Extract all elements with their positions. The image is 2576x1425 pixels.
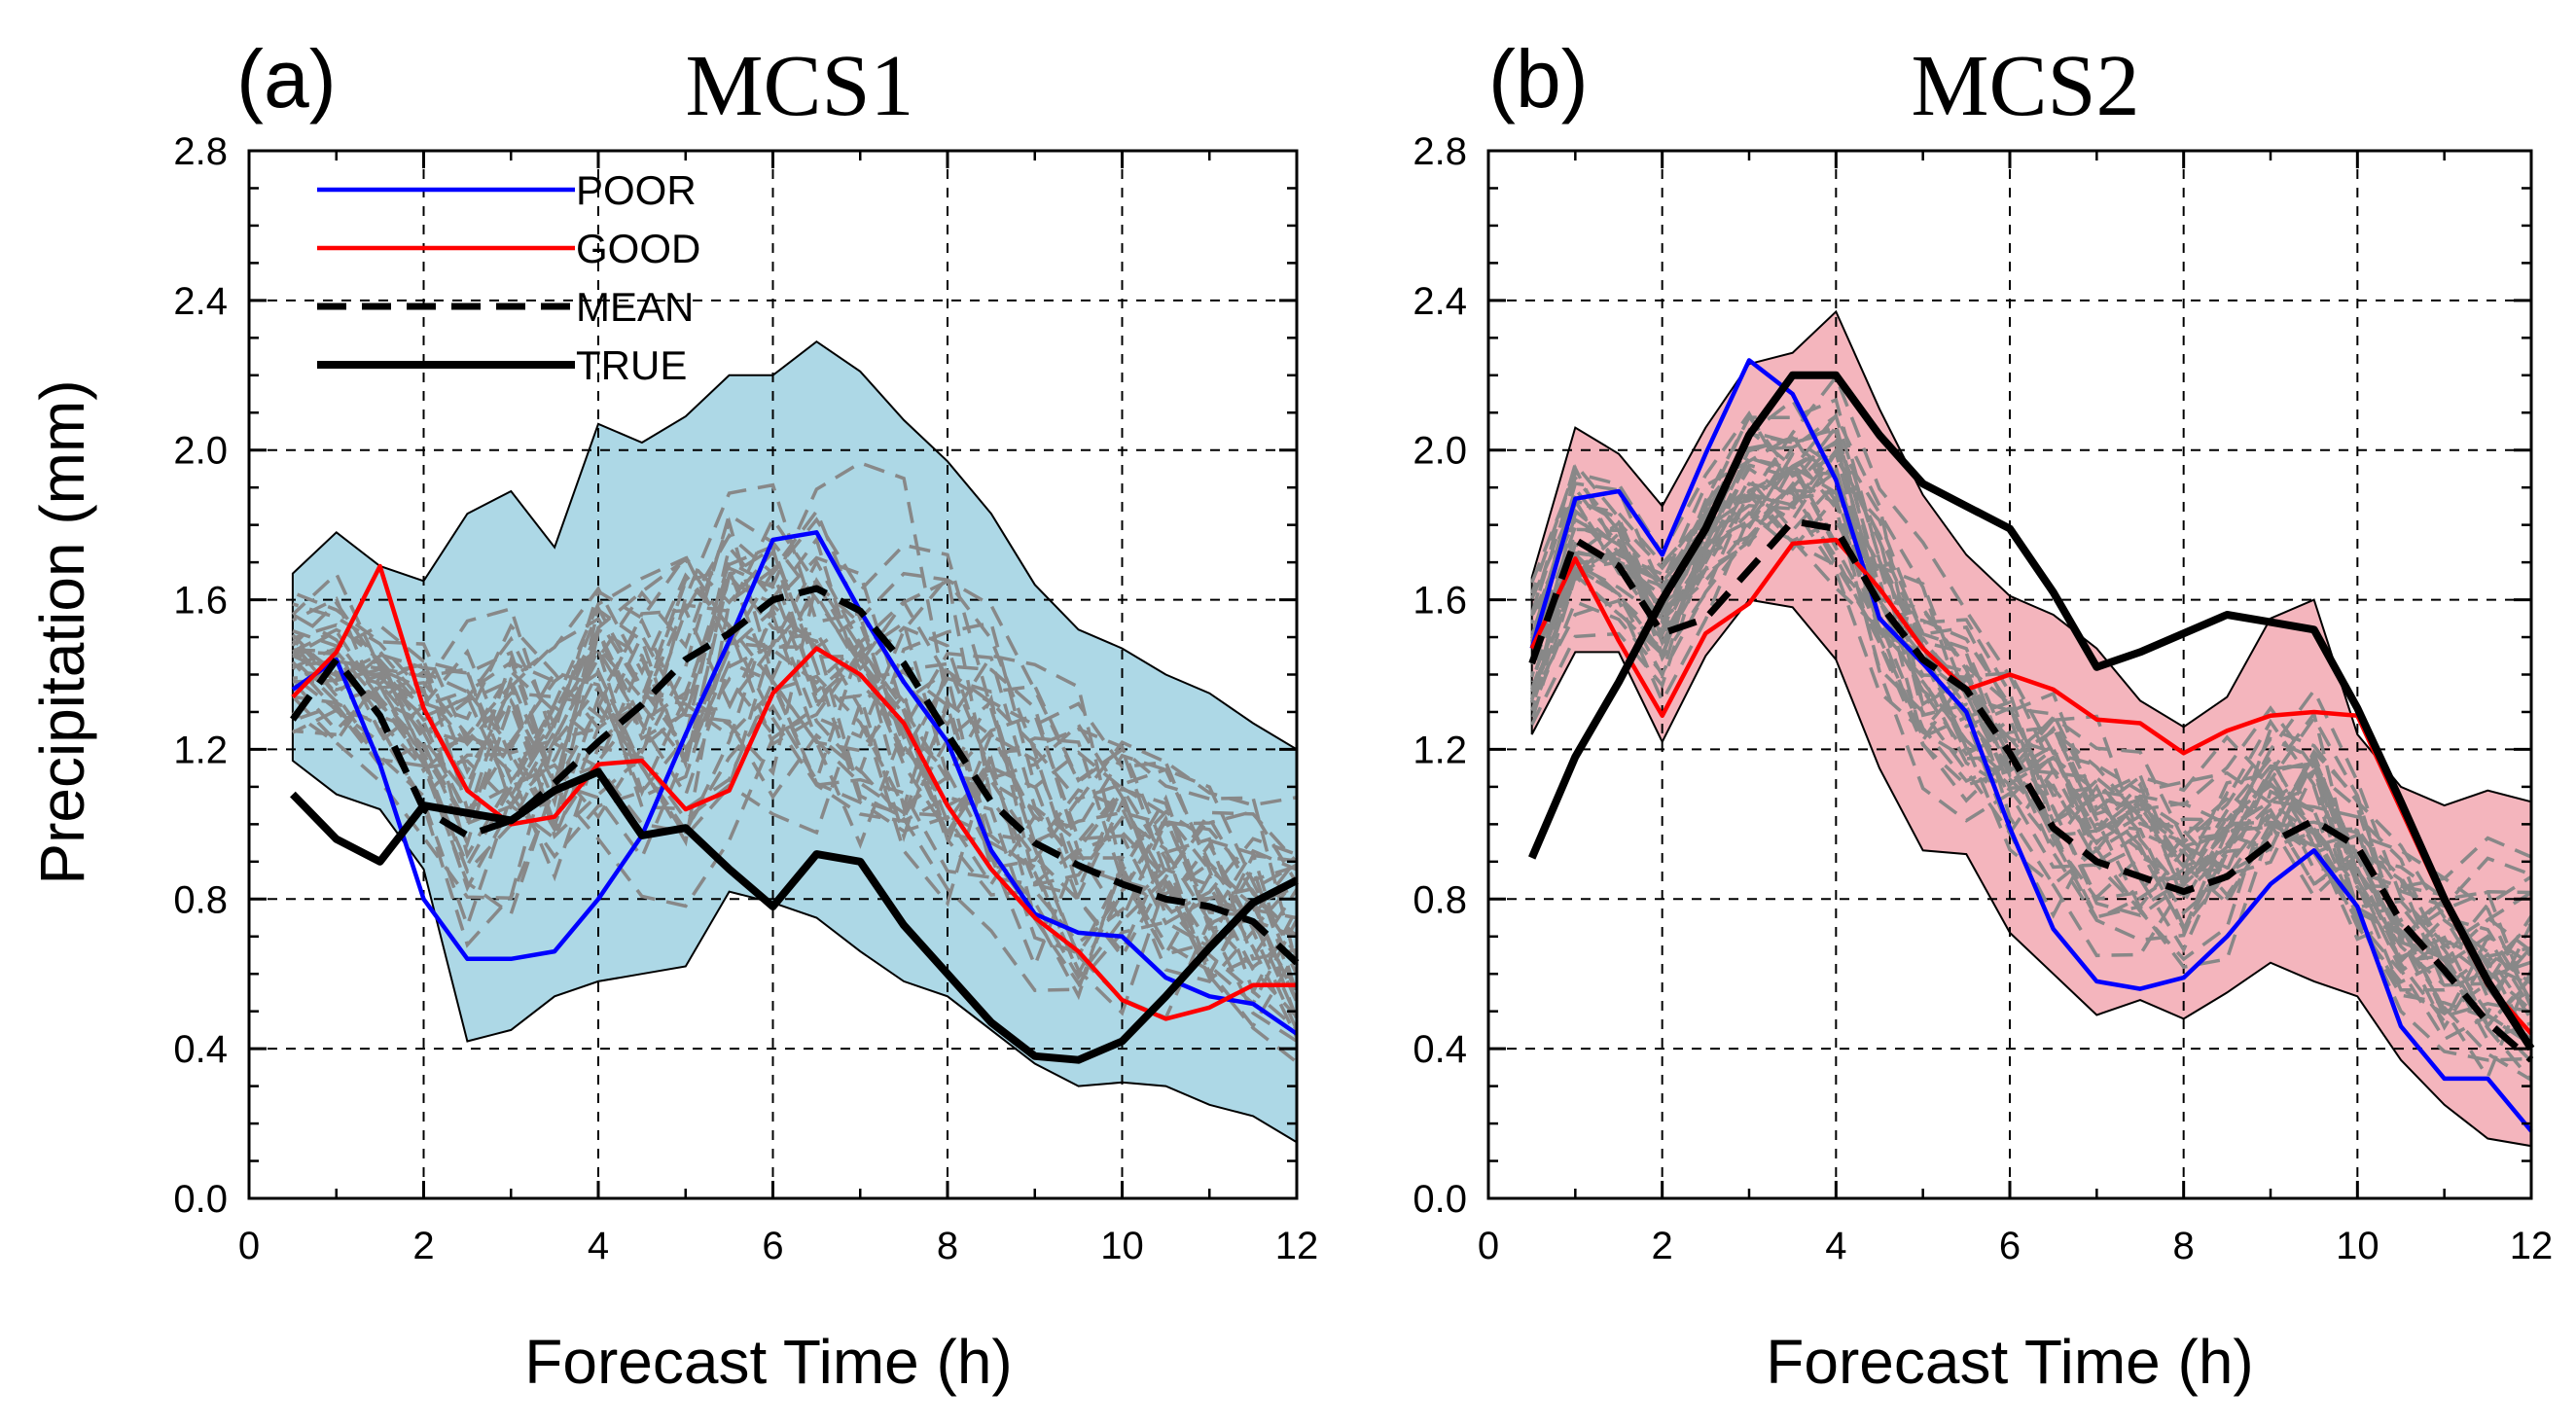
ensemble-member-line [292, 508, 1299, 966]
series-line-mean [1528, 517, 2534, 1063]
series-line-poor [1529, 358, 2533, 1133]
panel-label: (b) [1488, 33, 1589, 125]
x-axis-label: Forecast Time (h) [524, 1327, 1012, 1397]
legend: POOR GOOD MEAN TRUE [317, 167, 700, 388]
series-line-poor [291, 530, 1299, 1036]
y-tick-label: 0.8 [173, 878, 228, 921]
x-tick-label: 12 [1275, 1225, 1319, 1267]
x-tick-label: 10 [1100, 1225, 1144, 1267]
panel-label: (a) [236, 33, 337, 125]
y-tick-label: 2.8 [173, 130, 228, 173]
ensemble-member-line [1530, 463, 2533, 1028]
ensemble-member-line [1530, 440, 2532, 1043]
series-lines [1528, 358, 2535, 1133]
ensemble-member-line [1530, 462, 2533, 1063]
ensemble-member-line [291, 563, 1299, 1020]
x-tick-label: 0 [1478, 1225, 1499, 1267]
axes: 0 2 4 6 8 10 12 0.0 0.4 0.8 1.2 1.6 2.0 2.4 2.8 [1413, 130, 2553, 1267]
ensemble-member-line [1530, 439, 2532, 933]
ensemble-member-line [1530, 429, 2533, 1009]
y-tick-label: 0.8 [1413, 878, 1467, 921]
x-tick-label: 2 [412, 1225, 434, 1267]
series-line-good [291, 563, 1297, 1021]
ensemble-member-line [292, 512, 1299, 1004]
x-tick-label: 2 [1652, 1225, 1673, 1267]
series-lines [290, 530, 1300, 1064]
panel-a: 0 2 4 6 8 10 12 0.0 0.4 0.8 1.2 1.6 2.0 2.4 2.8 POOR GO… [27, 33, 1318, 1397]
legend-label-true: TRUE [576, 342, 687, 388]
y-axis-label: Precipitation (mm) [27, 379, 97, 884]
series-line-mean [290, 585, 1300, 966]
legend-label-good: GOOD [576, 226, 700, 271]
y-tick-label: 0.4 [173, 1028, 228, 1071]
x-tick-label: 0 [238, 1225, 260, 1267]
y-tick-label: 1.6 [1413, 580, 1467, 623]
y-tick-label: 2.8 [1413, 130, 1467, 173]
x-tick-label: 8 [937, 1225, 958, 1267]
y-tick-label: 1.2 [173, 729, 228, 771]
legend-label-poor: POOR [576, 167, 697, 213]
ensemble-member-line [292, 623, 1298, 980]
y-tick-label: 0.0 [1413, 1178, 1467, 1221]
ensemble-member-line [1530, 439, 2533, 1046]
y-tick-label: 2.4 [1413, 280, 1467, 323]
ensemble-member-line [1530, 412, 2533, 987]
series-line-true [290, 767, 1299, 1064]
ensemble-member-line [291, 555, 1298, 986]
ensemble-member-line [1530, 485, 2532, 1018]
panel-b: 0 2 4 6 8 10 12 0.0 0.4 0.8 1.2 1.6 2.0 2.4 2.8 (b) MC… [1413, 33, 2553, 1397]
x-tick-label: 12 [2510, 1225, 2554, 1267]
y-tick-label: 2.0 [173, 430, 228, 473]
chart-title: MCS2 [1911, 38, 2139, 134]
y-tick-label: 0.4 [1413, 1028, 1467, 1071]
y-tick-label: 1.6 [173, 580, 228, 623]
ensemble-member-line [292, 517, 1298, 948]
ensemble-member-line [291, 544, 1299, 884]
ensemble-member-line [1530, 481, 2533, 1025]
ensemble-member-line [1530, 410, 2532, 980]
ensemble-member-line [292, 557, 1299, 938]
chart-title: MCS1 [685, 38, 913, 134]
y-tick-label: 0.0 [173, 1178, 228, 1221]
x-tick-label: 6 [1999, 1225, 2021, 1267]
ensemble-member-line [1530, 433, 2533, 1001]
x-tick-label: 6 [762, 1225, 783, 1267]
x-tick-label: 8 [2173, 1225, 2195, 1267]
ensemble-member-line [292, 611, 1299, 1016]
ensemble-member-line [291, 482, 1298, 926]
legend-label-mean: MEAN [576, 284, 694, 330]
x-axis-label: Forecast Time (h) [1766, 1327, 2253, 1397]
ensemble-member-line [1530, 469, 2533, 1029]
ensemble-member-line [292, 545, 1299, 1007]
y-tick-label: 1.2 [1413, 729, 1467, 771]
ensemble-member-line [1530, 492, 2532, 1047]
ensemble-member-line [1530, 397, 2532, 942]
x-tick-label: 4 [1825, 1225, 1846, 1267]
ensemble-member-line [1530, 412, 2533, 1017]
series-line-true [1528, 371, 2535, 1051]
ensemble-member-line [292, 602, 1298, 908]
ensemble-member-line [292, 654, 1299, 1018]
y-tick-label: 2.0 [1413, 430, 1467, 473]
x-tick-label: 10 [2336, 1225, 2379, 1267]
x-tick-label: 4 [588, 1225, 609, 1267]
axes: 0 2 4 6 8 10 12 0.0 0.4 0.8 1.2 1.6 2.0 2.4 2.8 [173, 130, 1318, 1267]
y-tick-label: 2.4 [173, 280, 228, 323]
ensemble-member-line [292, 552, 1299, 933]
ensemble-member-line [291, 599, 1299, 1029]
ensemble-member-line [292, 640, 1298, 971]
ensemble-member-line [1530, 491, 2532, 908]
